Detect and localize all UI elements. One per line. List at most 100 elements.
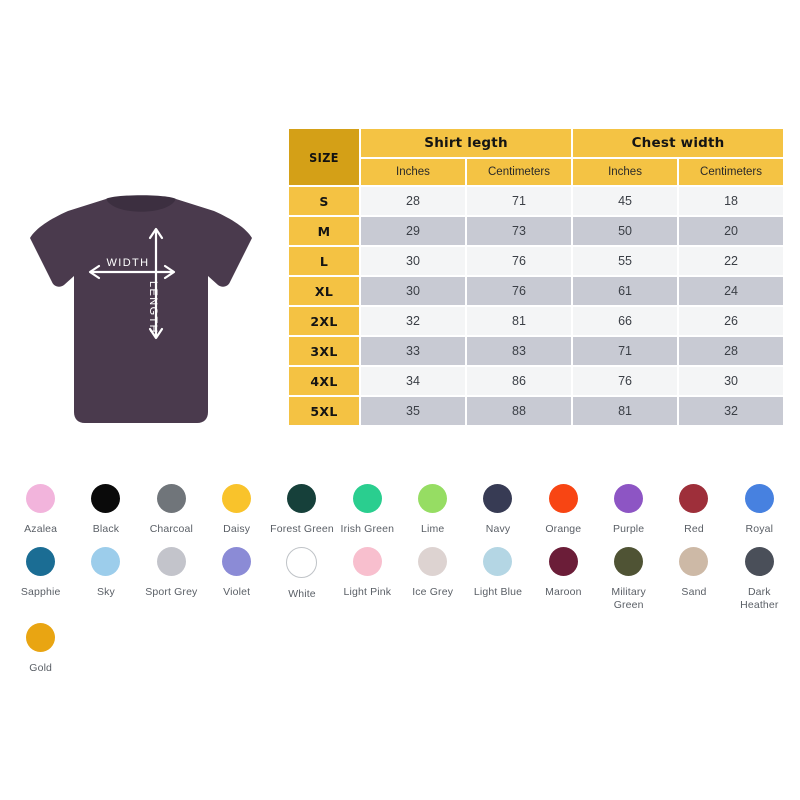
color-swatch[interactable]: Irish Green	[335, 484, 400, 535]
shirt-illustration: WIDTH LENGTH	[30, 195, 252, 423]
table-cell: 28	[361, 187, 465, 215]
row-header-size: 2XL	[289, 307, 359, 335]
table-row: XL 30 76 61 24	[289, 277, 784, 305]
color-swatch-dot[interactable]	[287, 484, 317, 513]
color-swatch[interactable]: Forest Green	[269, 484, 334, 535]
color-swatch-dot[interactable]	[91, 547, 121, 577]
color-swatch-dot[interactable]	[26, 484, 56, 513]
color-swatch-label: Light Blue	[473, 586, 523, 599]
color-swatch-dot[interactable]	[222, 547, 252, 577]
table-row: 4XL 34 86 76 30	[289, 367, 784, 395]
color-swatch[interactable]: Ice Grey	[400, 547, 465, 611]
table-cell: 61	[573, 277, 678, 305]
color-swatch[interactable]: Black	[73, 484, 138, 535]
color-swatch[interactable]: Gold	[8, 623, 73, 674]
column-header-length-inches: Inches	[361, 159, 465, 185]
row-header-size: L	[289, 247, 359, 275]
color-swatch-label: Gold	[29, 662, 53, 675]
color-swatch-dot[interactable]	[352, 547, 382, 577]
column-header-chest-centimeters: Centimeters	[679, 159, 784, 185]
color-swatch-dot[interactable]	[744, 547, 774, 577]
color-swatch-label: Military Green	[611, 586, 646, 611]
table-cell: 34	[361, 367, 465, 395]
table-cell: 81	[467, 307, 572, 335]
row-header-size: 5XL	[289, 397, 359, 425]
color-swatch-label: Light Pink	[343, 586, 392, 599]
color-swatch-label: Red	[684, 523, 704, 535]
color-swatch[interactable]: Red	[661, 484, 726, 535]
color-swatch[interactable]: White	[269, 547, 334, 611]
table-cell: 35	[361, 397, 465, 425]
color-swatch-dot[interactable]	[614, 484, 644, 513]
table-cell: 76	[467, 277, 572, 305]
color-swatch[interactable]: Orange	[531, 484, 596, 535]
color-swatch[interactable]: Dark Heather	[727, 547, 792, 611]
color-swatch-label: Sport Grey	[145, 586, 198, 599]
color-swatch-dot[interactable]	[744, 484, 774, 513]
color-swatch[interactable]: Sapphie	[8, 547, 73, 611]
color-swatch[interactable]: Daisy	[204, 484, 269, 535]
color-swatch[interactable]: Light Pink	[335, 547, 400, 611]
table-cell: 55	[573, 247, 678, 275]
color-swatch-dot[interactable]	[483, 484, 513, 513]
color-swatch[interactable]: Sport Grey	[139, 547, 204, 611]
color-swatch-dot[interactable]	[26, 623, 56, 653]
color-swatch[interactable]: Sky	[73, 547, 138, 611]
column-header-size: SIZE	[289, 129, 359, 185]
shirt-measurement-diagram: WIDTH LENGTH	[18, 186, 264, 436]
table-cell: 83	[467, 337, 572, 365]
table-cell: 71	[467, 187, 572, 215]
color-swatch[interactable]: Light Blue	[465, 547, 530, 611]
color-swatch[interactable]: Sand	[661, 547, 726, 611]
shirt-collar	[106, 195, 176, 212]
color-swatch-dot[interactable]	[91, 484, 121, 513]
color-swatch-dot[interactable]	[26, 547, 56, 577]
color-swatch-grid: Azalea Black Charcoal Daisy Forest Green Iris…	[8, 484, 792, 675]
width-label: WIDTH	[106, 257, 149, 269]
color-swatch[interactable]: Maroon	[531, 547, 596, 611]
color-swatch-dot[interactable]	[156, 484, 186, 513]
color-swatch[interactable]: Purple	[596, 484, 661, 535]
color-swatch-label: Sapphie	[20, 586, 61, 599]
color-swatch[interactable]: Military Green	[596, 547, 661, 611]
length-label: LENGTH	[147, 281, 159, 334]
table-cell: 24	[679, 277, 784, 305]
color-swatch[interactable]: Lime	[400, 484, 465, 535]
table-cell: 20	[679, 217, 784, 245]
color-swatch-label: Sky	[97, 586, 115, 599]
color-swatch-label: Lime	[420, 523, 445, 535]
color-swatch-dot[interactable]	[156, 547, 186, 577]
color-swatch[interactable]: Royal	[727, 484, 792, 535]
color-swatch-dot[interactable]	[222, 484, 252, 513]
table-header: SIZE Shirt legth Chest width Inches Cent…	[289, 129, 784, 185]
color-swatch[interactable]: Charcoal	[139, 484, 204, 535]
color-swatch-label: Forest Green	[270, 523, 334, 535]
length-arrow-head-top	[148, 227, 164, 240]
table-cell: 71	[573, 337, 678, 365]
color-swatch[interactable]: Violet	[204, 547, 269, 611]
color-swatch-dot[interactable]	[483, 547, 513, 577]
color-swatch-label: Maroon	[545, 586, 582, 599]
color-swatch-label: Sand	[681, 586, 707, 599]
table-row: M 29 73 50 20	[289, 217, 784, 245]
color-swatch-dot[interactable]	[286, 547, 318, 579]
table-cell: 32	[361, 307, 465, 335]
color-swatch[interactable]: Navy	[465, 484, 530, 535]
color-swatch-dot[interactable]	[548, 547, 578, 577]
color-swatch-dot[interactable]	[679, 484, 709, 513]
color-swatch-dot[interactable]	[679, 547, 709, 577]
color-swatch-dot[interactable]	[548, 484, 578, 513]
table-cell: 32	[679, 397, 784, 425]
color-swatch[interactable]: Azalea	[8, 484, 73, 535]
color-swatch-dot[interactable]	[418, 484, 448, 513]
row-header-size: M	[289, 217, 359, 245]
color-swatch-label: Purple	[613, 523, 645, 535]
column-header-chest-inches: Inches	[573, 159, 678, 185]
color-swatch-dot[interactable]	[352, 484, 382, 513]
table-cell: 88	[467, 397, 572, 425]
color-swatch-dot[interactable]	[614, 547, 644, 577]
table-cell: 22	[679, 247, 784, 275]
color-swatch-label: White	[288, 588, 316, 601]
color-swatch-dot[interactable]	[418, 547, 448, 577]
table-row: L 30 76 55 22	[289, 247, 784, 275]
